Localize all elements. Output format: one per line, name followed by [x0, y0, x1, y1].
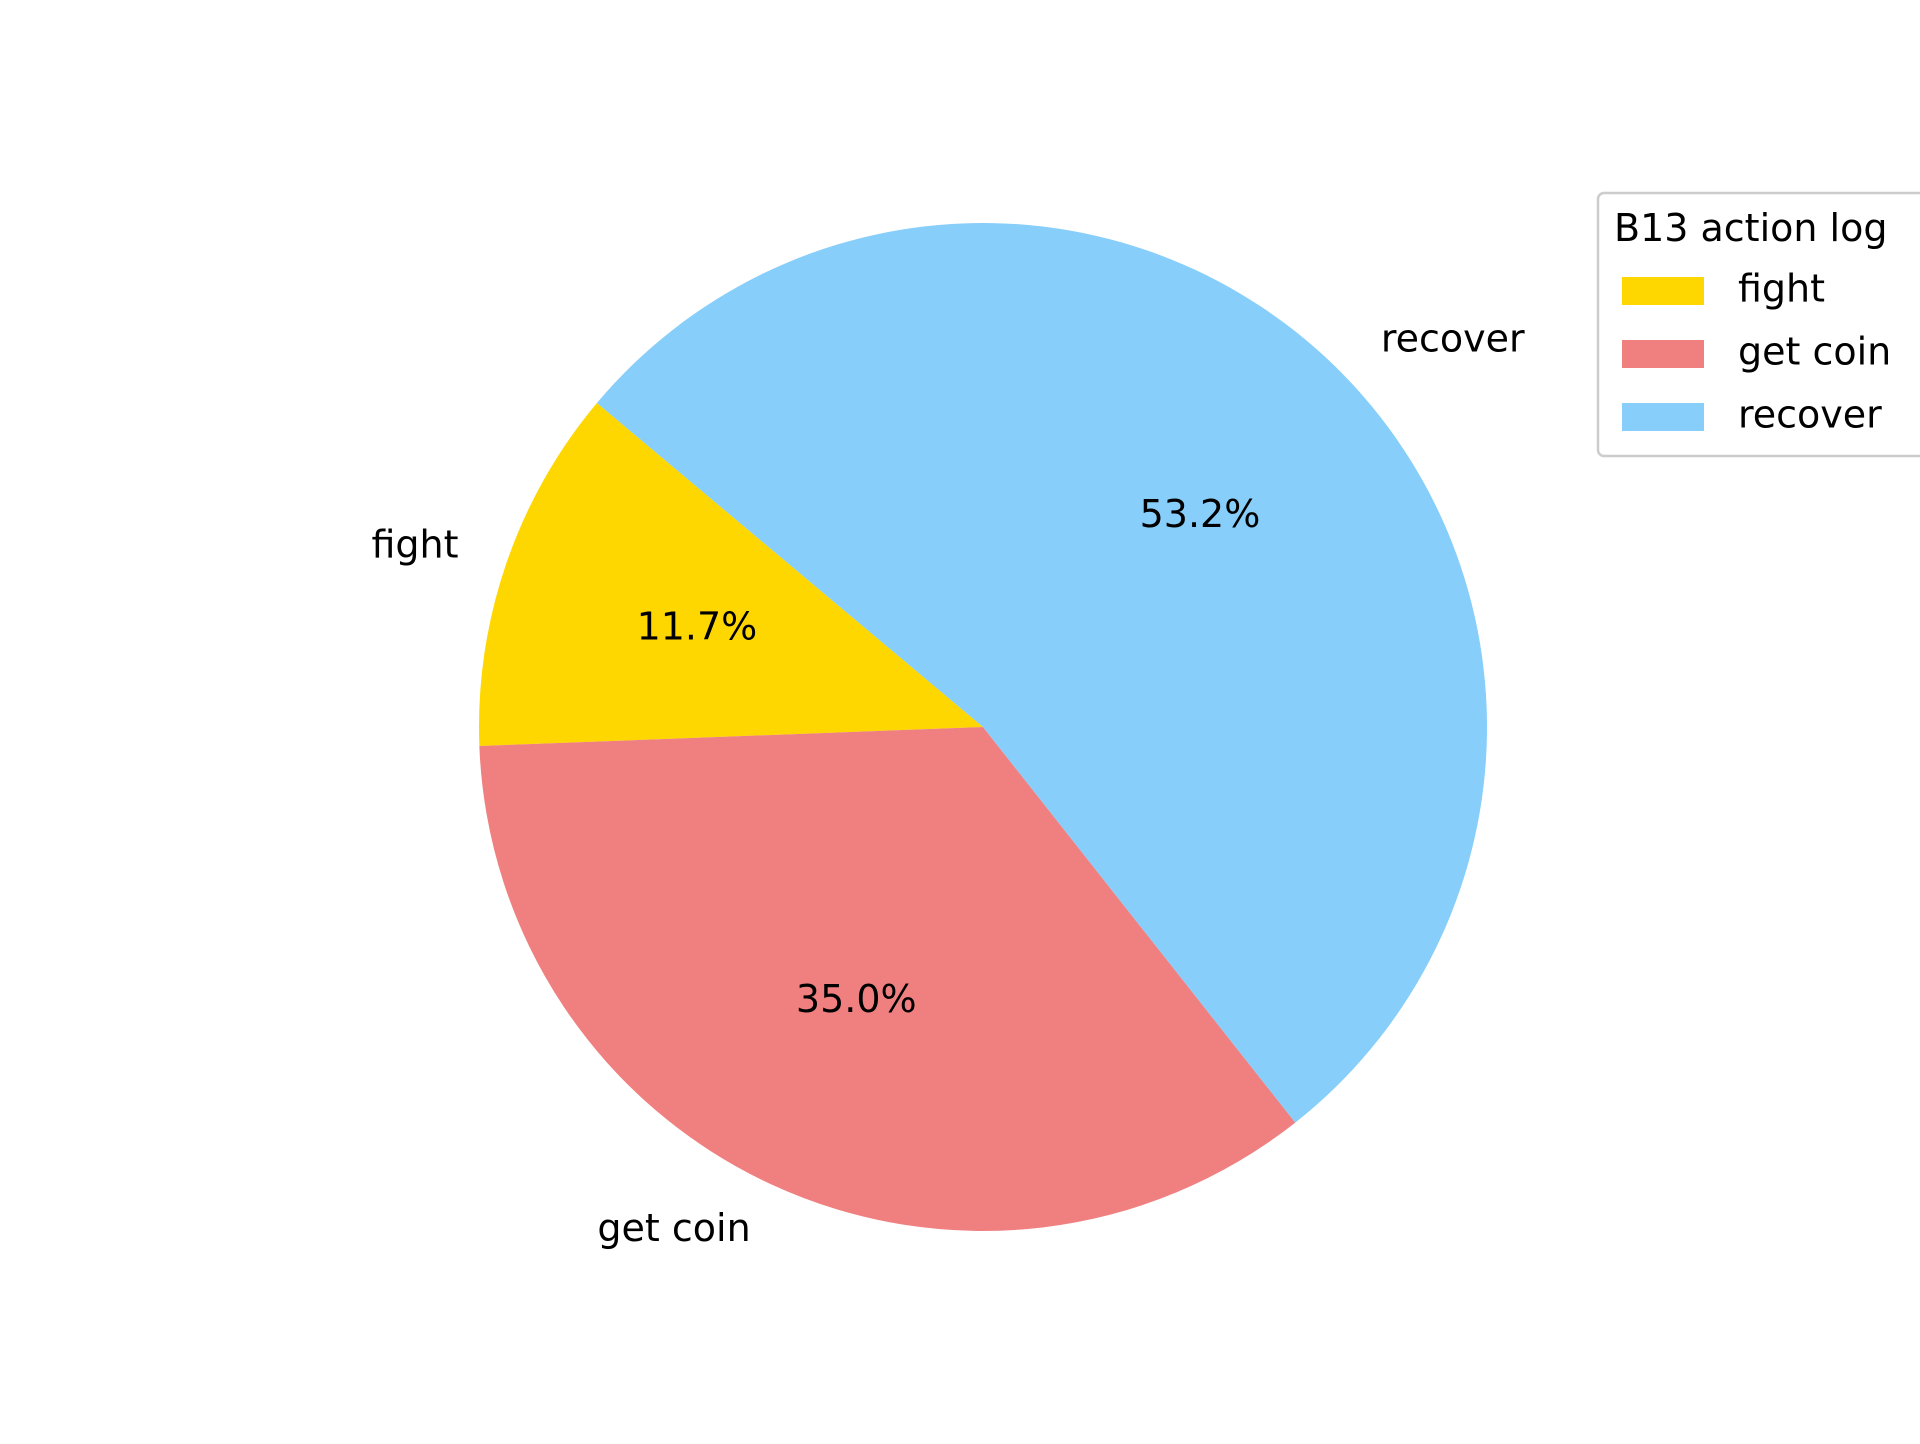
pie-category-labels: fight get coin recover: [372, 316, 1526, 1249]
legend: B13 action log fight get coin recover: [1596, 191, 1920, 458]
slice-label-recover: recover: [1381, 316, 1525, 360]
legend-title: B13 action log: [1614, 206, 1887, 250]
slice-percent-get-coin: 35.0%: [796, 977, 917, 1021]
pie-slices: [479, 223, 1487, 1232]
legend-swatch-get-coin: [1622, 340, 1704, 368]
legend-label-get-coin: get coin: [1738, 330, 1891, 374]
slice-percent-recover: 53.2%: [1140, 492, 1261, 536]
pie-slice-recover: [596, 223, 1487, 1123]
legend-label-fight: fight: [1738, 267, 1825, 311]
legend-label-recover: recover: [1738, 393, 1882, 437]
legend-frame: [1596, 191, 1920, 458]
legend-swatch-recover: [1622, 403, 1704, 431]
pie-slice-get-coin: [479, 727, 1296, 1232]
slice-percent-fight: 11.7%: [637, 604, 758, 648]
slice-label-fight: fight: [372, 523, 459, 567]
legend-entries: fight get coin recover: [1622, 267, 1891, 437]
slice-label-get-coin: get coin: [597, 1206, 750, 1250]
pie-slice-fight: [479, 403, 983, 747]
pie-percent-labels: 11.7% 35.0% 53.2%: [637, 492, 1261, 1021]
legend-swatch-fight: [1622, 277, 1704, 305]
